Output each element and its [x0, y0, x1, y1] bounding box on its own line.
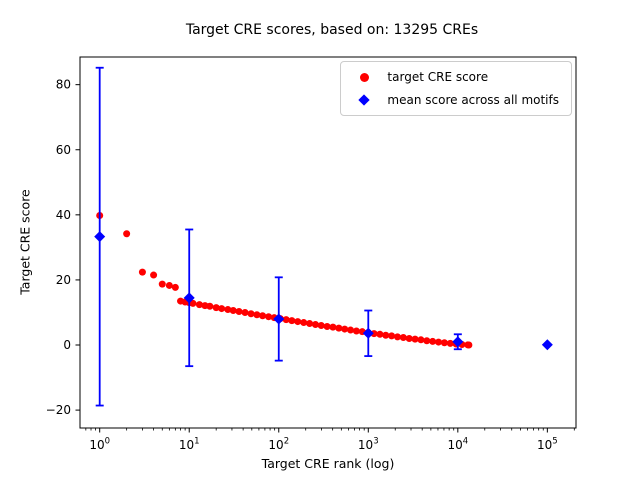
svg-text:104: 104 — [447, 437, 468, 453]
svg-text:105: 105 — [537, 437, 558, 453]
chart-title: Target CRE scores, based on: 13295 CREs — [185, 22, 479, 38]
axes-box — [79, 56, 577, 429]
mean-score-errorbar-series — [94, 66, 553, 407]
legend-item-target-cre-score: target CRE score — [353, 70, 559, 84]
legend-label: target CRE score — [387, 70, 489, 84]
legend-marker-wrap — [353, 72, 375, 82]
legend-label: mean score across all motifs — [387, 93, 559, 107]
svg-text:40: 40 — [56, 208, 71, 222]
legend-marker-wrap — [353, 94, 375, 106]
y-axis-ticks: −20 0 20 40 60 80 — [46, 78, 80, 417]
svg-text:0: 0 — [63, 338, 71, 352]
blue-diamond-marker-icon — [358, 94, 371, 106]
svg-text:102: 102 — [268, 437, 289, 453]
target-cre-score-series — [96, 211, 473, 349]
svg-text:−20: −20 — [46, 403, 71, 417]
y-axis-label: Target CRE score — [17, 189, 33, 295]
svg-text:20: 20 — [56, 273, 71, 287]
svg-text:60: 60 — [56, 143, 71, 157]
red-circle-marker-icon — [359, 72, 369, 82]
legend-item-mean-score: mean score across all motifs — [353, 93, 559, 107]
svg-text:101: 101 — [179, 437, 200, 453]
svg-text:103: 103 — [358, 437, 379, 453]
svg-text:100: 100 — [89, 437, 110, 453]
legend: target CRE score mean score across all m… — [340, 61, 572, 116]
x-axis-major-ticks: 100 101 102 103 104 105 — [89, 428, 558, 453]
x-axis-label: Target CRE rank (log) — [261, 456, 395, 471]
svg-text:80: 80 — [56, 78, 71, 92]
